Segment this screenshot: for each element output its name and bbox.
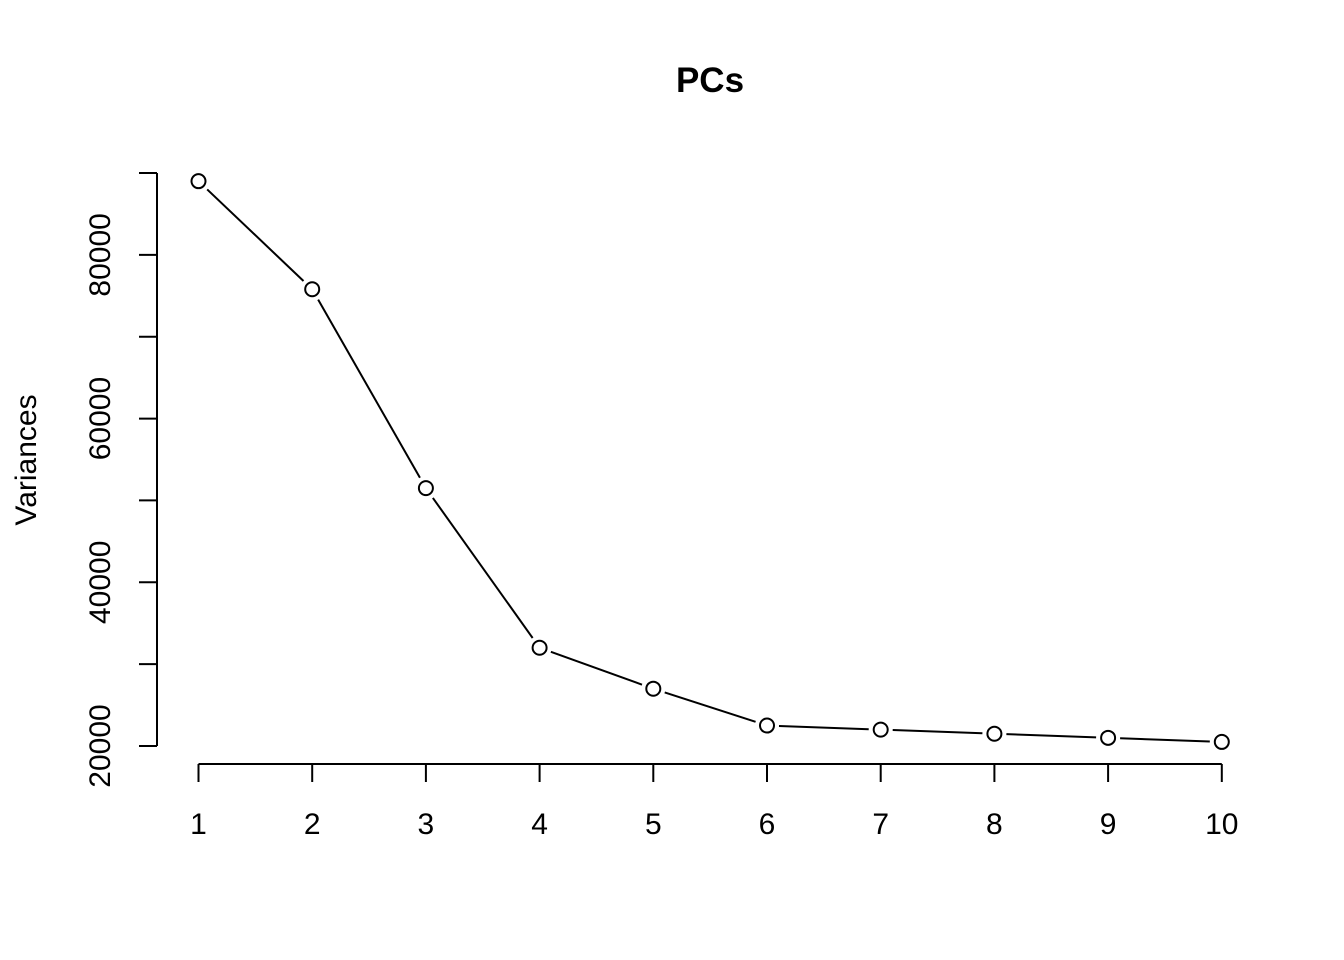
series-segment [664, 691, 756, 723]
x-tick-label: 3 [418, 808, 435, 841]
data-point [304, 281, 321, 298]
x-tick-label: 10 [1205, 808, 1238, 841]
x-tick-label: 7 [872, 808, 889, 841]
series-segment [1120, 737, 1210, 743]
series-segment [317, 299, 421, 479]
y-tick-label: 20000 [84, 704, 117, 787]
chart-title: PCs [676, 61, 744, 100]
data-point [190, 173, 207, 190]
axes: 1 2 3 4 5 6 7 8 9 10 20000 40000 60000 80000 [84, 172, 1238, 841]
x-tick-label: 8 [986, 808, 1003, 841]
series-segment [432, 497, 534, 639]
data-point [417, 480, 434, 497]
data-point [759, 717, 775, 734]
data-point [1100, 729, 1117, 746]
x-tick-label: 5 [645, 808, 662, 841]
x-tick-label: 9 [1100, 808, 1117, 841]
series-segment [778, 724, 869, 731]
series-segment [550, 650, 643, 686]
series-segment [1006, 733, 1097, 739]
y-axis-label: Variances [10, 394, 43, 525]
x-tick-label: 4 [531, 808, 548, 841]
data-point [872, 721, 889, 738]
data-point [986, 725, 1003, 742]
series-layer [190, 173, 1230, 750]
y-tick-label: 60000 [84, 377, 117, 460]
series-segment [892, 729, 983, 735]
data-point [645, 680, 662, 697]
data-point [531, 639, 548, 656]
data-point [1213, 733, 1230, 750]
x-tick-label: 2 [304, 808, 321, 841]
y-tick-label: 40000 [84, 541, 117, 624]
series-segment [206, 188, 305, 282]
x-tick-label: 6 [759, 808, 776, 841]
y-tick-label: 80000 [84, 213, 117, 296]
x-tick-label: 1 [190, 808, 207, 841]
